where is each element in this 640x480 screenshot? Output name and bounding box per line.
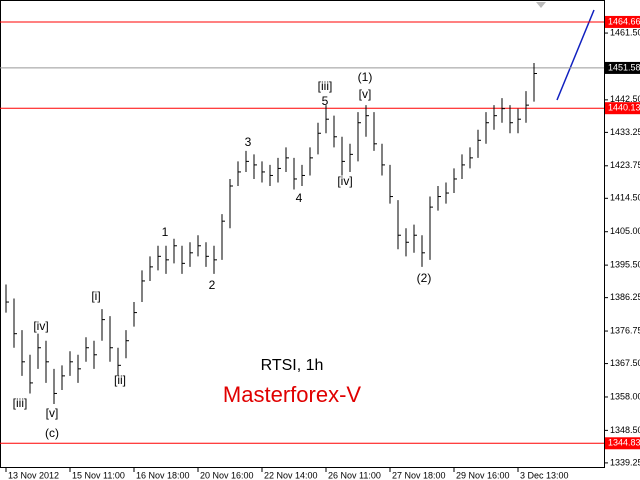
- y-tick-label: 1358.00: [610, 391, 640, 401]
- x-tick-label: 29 Nov 16:00: [456, 470, 510, 480]
- x-tick-label: 26 Nov 11:00: [328, 470, 381, 480]
- wave-label: (2): [417, 271, 432, 285]
- x-tick-label: 27 Nov 18:00: [392, 470, 446, 480]
- y-tick-label: 1423.75: [610, 160, 640, 170]
- x-tick-label: 20 Nov 16:00: [200, 470, 254, 480]
- wave-label: [v]: [359, 87, 372, 101]
- level-label: 1464.66: [608, 16, 640, 26]
- level-label: 1451.58: [608, 62, 640, 72]
- y-tick-label: 1348.50: [610, 425, 640, 435]
- y-tick-label: 1414.50: [610, 193, 640, 203]
- level-label-box: [605, 437, 640, 450]
- x-tick-label: 15 Nov 11:00: [72, 470, 125, 480]
- x-tick-label: 3 Dec 13:00: [520, 470, 569, 480]
- wave-label: 2: [209, 278, 216, 292]
- y-tick-label: 1442.50: [610, 94, 640, 104]
- wave-label: (1): [358, 70, 373, 84]
- wave-label: [iii]: [13, 396, 28, 410]
- y-tick-label: 1461.50: [610, 27, 640, 37]
- wave-label: [ii]: [114, 373, 126, 387]
- x-tick-label: 13 Nov 2012: [8, 470, 59, 480]
- x-tick-label: 22 Nov 14:00: [264, 470, 318, 480]
- wave-label: [iv]: [33, 319, 48, 333]
- y-tick-label: 1339.25: [610, 457, 640, 467]
- shift-marker: [536, 2, 546, 8]
- level-label: 1344.83: [608, 438, 640, 448]
- wave-label: 4: [296, 191, 303, 205]
- y-tick-label: 1386.25: [610, 292, 640, 302]
- level-label-box: [605, 102, 640, 115]
- wave-label: [iii]: [318, 79, 333, 93]
- wave-label: [i]: [91, 289, 100, 303]
- y-tick-label: 1405.00: [610, 226, 640, 236]
- trend-line: [556, 9, 595, 101]
- x-tick-label: 16 Nov 18:00: [136, 470, 190, 480]
- wave-label: [iv]: [337, 174, 352, 188]
- wave-label: 1: [162, 225, 169, 239]
- chart-subtitle: Masterforex-V: [223, 382, 361, 407]
- wave-label: 3: [245, 135, 252, 149]
- level-label: 1440.13: [608, 103, 640, 113]
- y-tick-label: 1376.75: [610, 325, 640, 335]
- y-tick-label: 1367.50: [610, 358, 640, 368]
- wave-label: [v]: [46, 406, 59, 420]
- y-tick-label: 1395.50: [610, 259, 640, 269]
- wave-label: (c): [45, 426, 59, 440]
- plot-frame: [0, 0, 605, 468]
- level-label-box: [605, 15, 640, 28]
- chart-title: RTSI, 1h: [261, 357, 324, 374]
- wave-label: 5: [322, 94, 329, 108]
- y-tick-label: 1433.25: [610, 127, 640, 137]
- level-label-box: [605, 61, 640, 74]
